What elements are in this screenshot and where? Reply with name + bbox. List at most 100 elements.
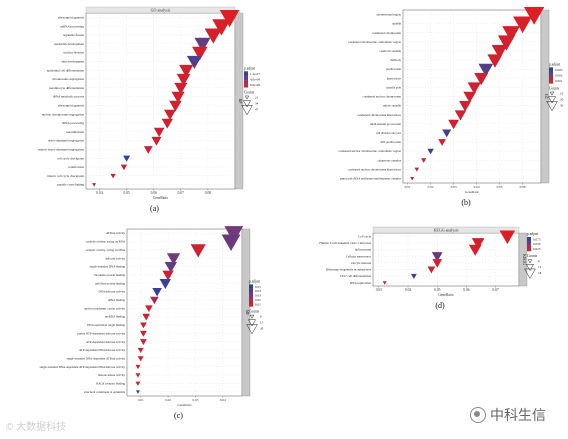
data-point-triangle xyxy=(169,100,182,112)
data-point-triangle xyxy=(164,109,176,121)
term-label: epidermal cell differentiation xyxy=(47,68,85,72)
data-point-triangle xyxy=(186,55,202,69)
legend-color-swatch xyxy=(249,291,253,294)
data-point-triangle xyxy=(467,82,482,95)
legend-size-label: 18 xyxy=(538,271,542,275)
legend-color-swatch xyxy=(249,286,253,289)
legend-color-swatch xyxy=(244,79,248,81)
legend-color-swatch xyxy=(527,246,531,248)
term-label: ATP-dependent helicase activity xyxy=(86,340,125,344)
data-point-triangle xyxy=(123,155,131,162)
panel-label: (a) xyxy=(150,204,159,213)
legend-size-triangle xyxy=(524,268,536,279)
legend-color-swatch xyxy=(549,68,553,71)
legend-size-title: Counts xyxy=(244,90,255,94)
term-label: single-stranded DNA-dependent ATPase act… xyxy=(67,356,126,360)
data-point-triangle xyxy=(454,110,467,121)
data-point-triangle xyxy=(221,234,241,251)
legend-color-swatch xyxy=(549,76,553,79)
legend-color-swatch xyxy=(527,247,531,249)
data-point-triangle xyxy=(153,127,165,138)
term-label: mitotic sister chromatid segregation xyxy=(38,148,84,152)
data-point-triangle xyxy=(143,146,153,154)
legend-color-swatch xyxy=(244,80,248,83)
legend-color-swatch xyxy=(244,77,248,80)
legend-color-label: 0.04 xyxy=(255,289,261,293)
term-label: sister chromatid segregation xyxy=(48,139,84,143)
data-point-triangle xyxy=(410,273,417,280)
term-label: condensed chromosome kinetochore xyxy=(357,113,401,117)
legend-size-title: Counts xyxy=(249,309,260,313)
data-point-triangle xyxy=(150,296,159,305)
term-label: condensed chromosome, centromeric region xyxy=(348,40,402,45)
legend-size-triangle xyxy=(546,101,558,112)
legend-color-label: 1.2e-07 xyxy=(250,72,260,76)
legend-color-swatch xyxy=(549,78,553,80)
legend-color-swatch xyxy=(249,299,253,302)
term-label: catalytic activity, acting on DNA xyxy=(85,248,125,253)
term-label: chaperone complex xyxy=(378,158,402,162)
data-point-triangle xyxy=(487,54,503,68)
term-label: peptide cross-linking xyxy=(57,183,84,187)
x-tick-label: 0.03 xyxy=(376,288,382,292)
watermark-left: © 大数据科技 xyxy=(6,422,67,433)
term-label: preribosome xyxy=(386,67,402,71)
facet-label: BP xyxy=(238,99,243,105)
legend-color-swatch xyxy=(549,72,553,75)
legend-color-swatch xyxy=(249,293,253,296)
term-label: 90S preribosome xyxy=(381,140,402,144)
legend-color-label: 0.01 xyxy=(255,302,261,306)
data-point-triangle xyxy=(92,183,97,187)
legend-color-label: 0.003 xyxy=(555,68,563,72)
legend-size-label: 20 xyxy=(560,98,564,102)
panel-label: (b) xyxy=(461,198,471,207)
legend-size-triangle xyxy=(549,91,555,96)
term-label: catalytic activity, acting on RNA xyxy=(86,240,126,245)
term-label: epidermis development xyxy=(54,42,84,46)
term-label: DNA replication xyxy=(350,281,372,285)
legend-color-label: 0.05 xyxy=(255,285,261,289)
term-label: rRNA processing xyxy=(62,121,84,125)
data-point-triangle xyxy=(140,339,147,346)
legend-size-triangle xyxy=(244,95,250,100)
x-tick-label: 0.02 xyxy=(165,398,171,402)
x-tick-label: 0.03 xyxy=(192,398,198,402)
legend-size-triangle xyxy=(249,314,255,319)
term-label: mitotic spindle xyxy=(383,104,402,108)
legend-size-triangle xyxy=(246,324,258,335)
legend-color-swatch xyxy=(527,241,531,244)
legend-color-label: 4.0e-08 xyxy=(250,78,260,82)
term-label: cornification xyxy=(68,165,85,169)
legend-color-swatch xyxy=(527,242,531,245)
data-point-triangle xyxy=(190,244,206,258)
data-point-triangle xyxy=(140,330,147,337)
term-label: mitotic cell cycle checkpoint xyxy=(47,174,84,178)
legend-color-label: 0.050 xyxy=(533,242,541,246)
facet-label: MF xyxy=(245,310,250,317)
x-tick-label: 0.08 xyxy=(205,191,211,195)
term-label: DNA helicase activity xyxy=(99,290,126,294)
x-tick-label: 0.05 xyxy=(123,191,129,195)
data-point-triangle xyxy=(410,176,415,181)
data-point-triangle xyxy=(152,288,162,297)
chart-title: KEGG analysis xyxy=(434,227,459,232)
legend-size-title: Counts xyxy=(527,254,538,258)
term-label: condensed chromosome xyxy=(372,31,402,35)
term-label: cell cycle checkpoint xyxy=(57,156,84,160)
data-point-triangle xyxy=(474,73,489,86)
data-point-triangle xyxy=(448,119,460,130)
x-tick-label: 0.01 xyxy=(405,185,411,189)
term-label: histone kinase activity xyxy=(98,373,125,377)
term-label: cell division site part xyxy=(376,131,401,135)
legend-color-swatch xyxy=(249,295,253,298)
term-label: Oocyte meiosis xyxy=(351,261,372,265)
data-point-triangle xyxy=(164,261,177,273)
legend-color-title: p.adjust xyxy=(244,66,255,70)
legend-size-label: 47 xyxy=(255,108,259,112)
term-label: single-stranded DNA binding xyxy=(90,265,126,269)
legend-color-swatch xyxy=(549,71,553,73)
data-point-triangle xyxy=(174,82,188,95)
legend-color-swatch xyxy=(527,244,531,246)
data-point-triangle xyxy=(161,118,173,129)
